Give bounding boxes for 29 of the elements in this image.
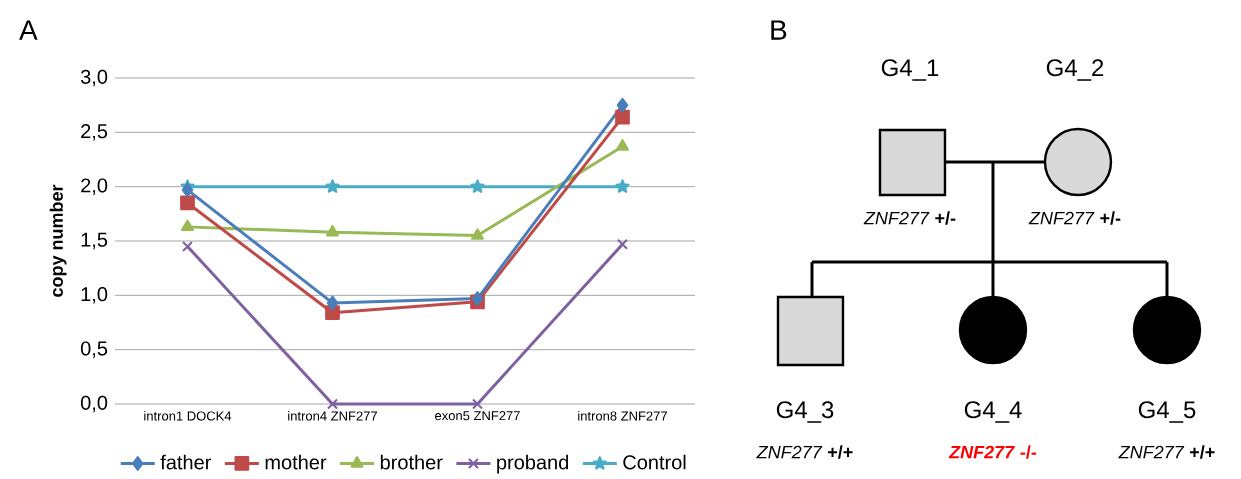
text: ZNF277 +/+ [1118, 445, 1215, 459]
x-tick-label: intron8 ZNF277 [578, 411, 667, 421]
legend-label: father [160, 454, 212, 470]
legend-label: proband [497, 454, 569, 474]
text: G4_2 [1046, 59, 1104, 81]
text: ZNF277 +/- [1028, 211, 1121, 225]
text: ZNF277 -/- [948, 445, 1037, 459]
text: ZNF277 +/- [863, 211, 956, 225]
legend-label: Control [623, 454, 686, 470]
x-tick-label: exon5 ZNF277 [435, 411, 520, 421]
y-tick-label: 0,0 [80, 395, 108, 413]
text: ZNF277 +/+ [756, 445, 853, 459]
text: G4_5 [1138, 401, 1196, 423]
chart-title: A [19, 20, 38, 40]
y-axis-title: copy number [49, 184, 67, 297]
y-tick-label: 2,5 [81, 124, 108, 141]
legend-label: brother [380, 454, 443, 470]
y-tick-label: 0,5 [80, 341, 108, 358]
y-tick-label: 1,5 [81, 232, 108, 250]
legend-label: mother [265, 454, 327, 470]
text: B [771, 20, 787, 40]
text: G4_4 [964, 401, 1022, 423]
text: G4_1 [881, 59, 939, 81]
x-tick-label: intron4 ZNF277 [288, 411, 377, 421]
text: G4_3 [776, 401, 834, 423]
y-tick-label: 2,0 [81, 178, 108, 195]
x-tick-label: intron1 DOCK4 [144, 411, 232, 421]
y-tick-label: 3,0 [80, 69, 108, 87]
y-tick-label: 1,0 [81, 287, 108, 304]
